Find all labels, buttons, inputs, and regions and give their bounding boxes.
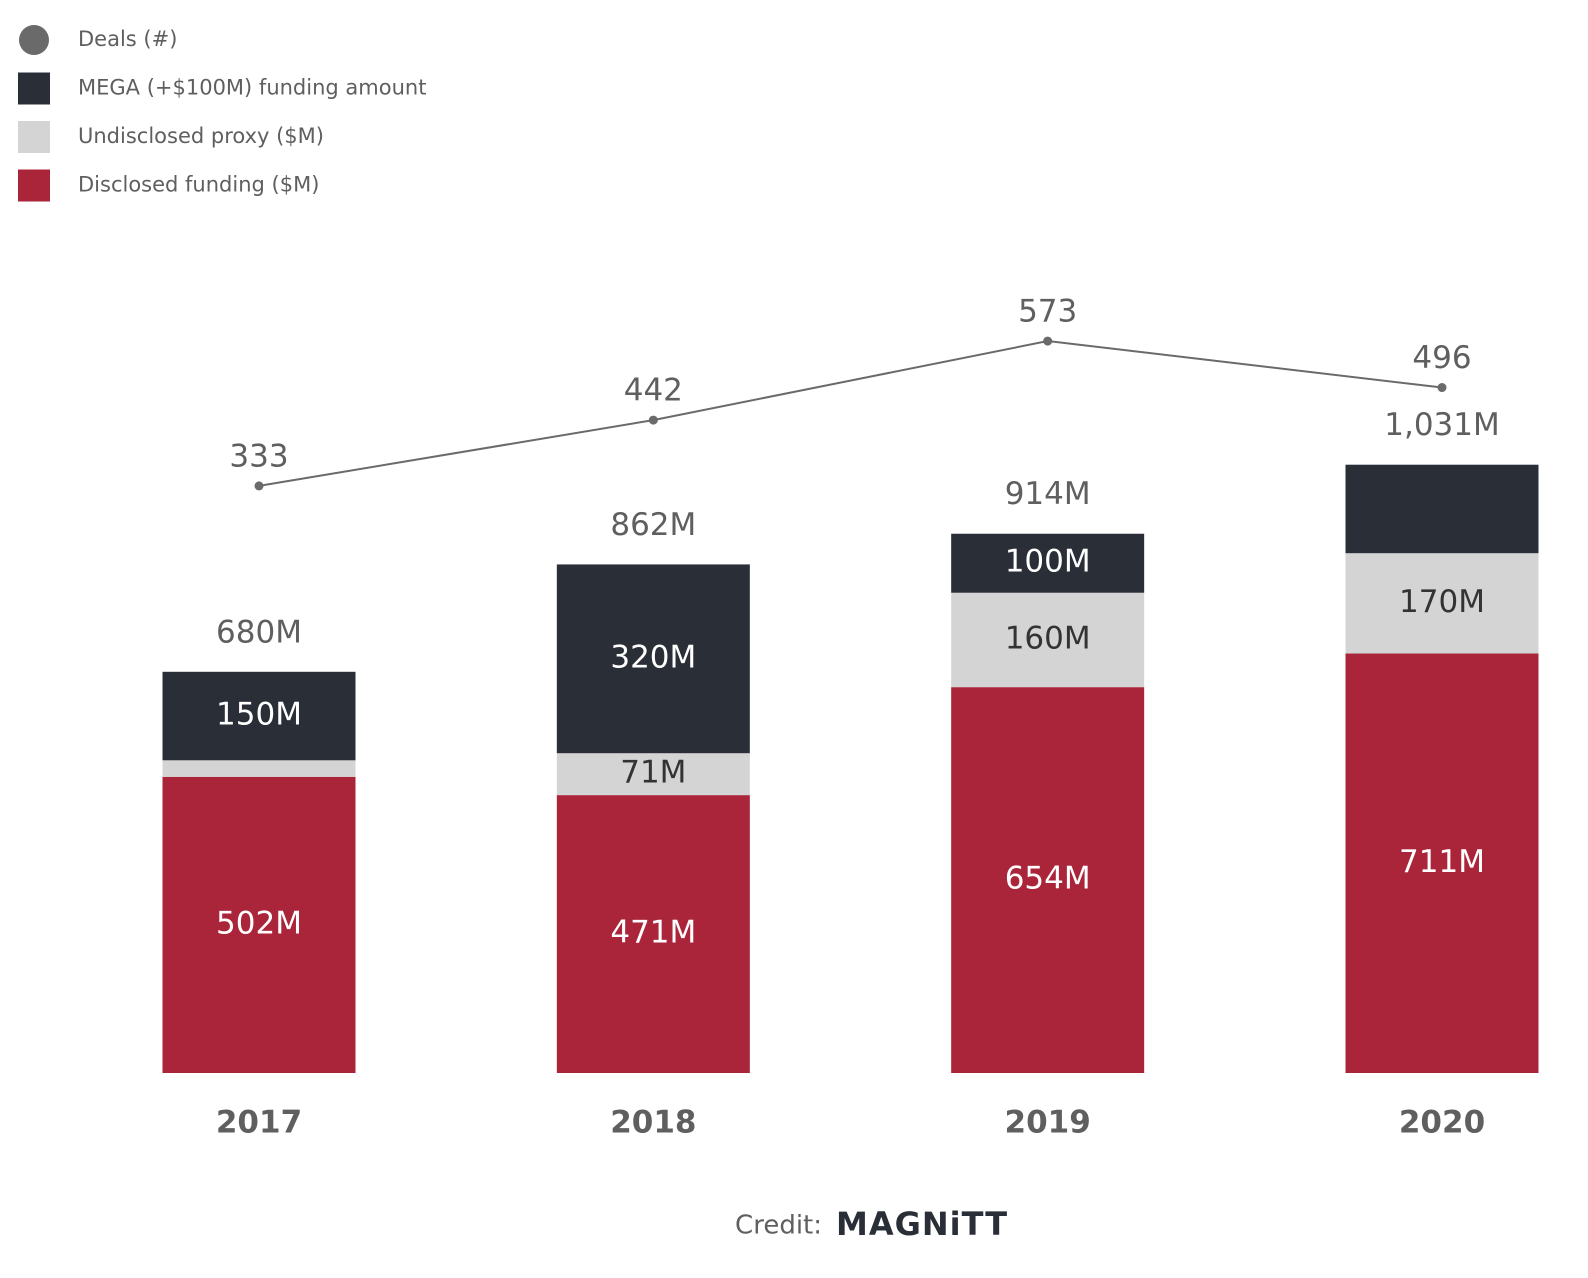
bar-segment (556, 753, 750, 796)
data-label: 160M (1005, 620, 1091, 656)
bar-segment (556, 795, 750, 1073)
bar-segment (1345, 653, 1539, 1073)
deals-point (648, 415, 658, 425)
legend-label: MEGA (+$100M) funding amount (78, 76, 426, 100)
credit: Credit: (735, 1211, 822, 1241)
data-label: 71M (620, 755, 686, 791)
legend: Deals (#) MEGA (+$100M) funding amount Und… (18, 25, 426, 202)
legend-label: Disclosed funding ($M) (78, 173, 319, 197)
bar-segment (556, 564, 750, 754)
deals-label: 496 (1412, 340, 1471, 376)
x-tick-label: 2019 (1005, 1105, 1091, 1141)
legend-swatch (18, 121, 50, 153)
deals-point (1437, 383, 1447, 393)
deals-line (258, 340, 1443, 487)
x-tick-label: 2017 (216, 1105, 302, 1141)
x-tick-label: 2018 (610, 1105, 696, 1141)
data-label: 654M (1005, 861, 1091, 897)
deals-point (254, 481, 264, 491)
data-label: 320M (610, 639, 696, 675)
legend-swatch (18, 169, 50, 202)
legend-swatch (19, 25, 49, 55)
legend-swatch (18, 72, 50, 105)
data-label: 170M (1399, 584, 1485, 620)
data-label: 502M (216, 905, 302, 941)
data-label: 100M (1005, 544, 1091, 580)
legend-label: Undisclosed proxy ($M) (78, 124, 324, 148)
x-tick-label: 2020 (1399, 1105, 1485, 1141)
total-label: 862M (610, 507, 696, 543)
deals-label: 442 (624, 373, 683, 409)
total-label: 914M (1005, 476, 1091, 512)
data-label: 711M (1399, 844, 1485, 880)
total-label: 1,031M (1384, 407, 1500, 443)
bar-segment (951, 533, 1145, 593)
legend-label: Deals (#) (78, 27, 177, 51)
deals-label: 333 (229, 438, 288, 474)
data-label: 150M (216, 697, 302, 733)
logo: MAGNiTT (836, 1205, 1008, 1243)
bar-segment (1345, 553, 1539, 654)
deals-point (1043, 336, 1053, 346)
bar-segment (951, 687, 1145, 1073)
bar-segment (162, 776, 356, 1073)
bar-segment (162, 671, 356, 761)
bar-segment (951, 592, 1145, 688)
deals-label: 573 (1018, 294, 1077, 330)
data-label: 471M (610, 915, 696, 951)
bar-segment (162, 760, 356, 777)
bar-segment (1345, 464, 1539, 554)
total-label: 680M (216, 614, 302, 650)
